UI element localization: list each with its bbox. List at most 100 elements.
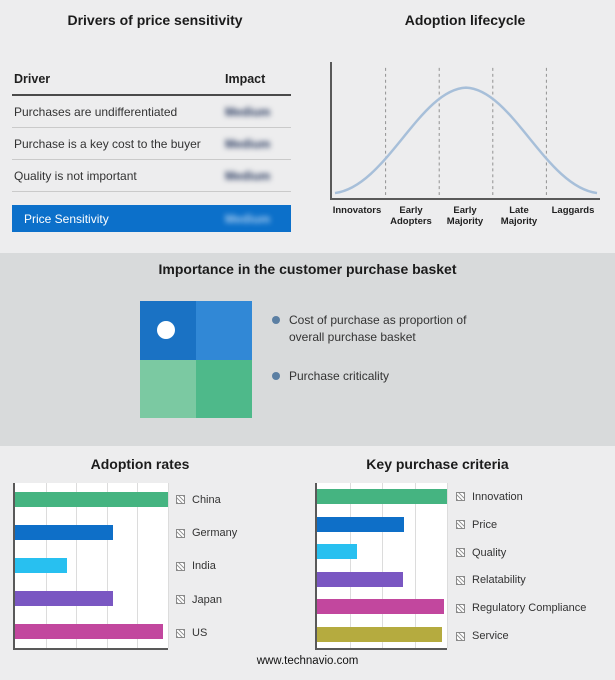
bar-slot <box>317 544 447 560</box>
legend-item-germany: Germany <box>176 527 296 539</box>
gridline <box>349 483 351 648</box>
adoption-lifecycle-chart <box>330 62 600 200</box>
bar-relatability <box>317 571 403 587</box>
stage-label: Innovators <box>332 205 382 216</box>
legend-label: Quality <box>472 546 507 559</box>
gridline <box>76 483 78 648</box>
bullet-text: Cost of purchase as proportion of overal… <box>289 313 467 345</box>
stage-label: Late Majority <box>500 205 538 228</box>
hatched-swatch-icon <box>176 595 185 605</box>
lifecycle-curve-svg <box>334 67 598 198</box>
bar-us <box>15 624 164 639</box>
table-row: Quality is not important Medium <box>12 160 291 192</box>
driver-text: Quality is not important <box>14 168 137 183</box>
gridline <box>106 483 108 648</box>
table-row: Purchases are undifferentiated Medium <box>12 96 291 128</box>
bar-price <box>317 516 405 532</box>
quadrant-cell-1 <box>196 301 252 360</box>
column-impact: Impact <box>225 72 266 86</box>
drivers-table: Driver Impact Purchases are undifferenti… <box>12 66 291 232</box>
bullet-item: Cost of purchase as proportion of overal… <box>272 312 482 347</box>
basket-title: Importance in the customer purchase bask… <box>158 261 457 277</box>
legend-item-innovation: Innovation <box>456 491 614 503</box>
legend-item-relatability: Relatability <box>456 574 614 586</box>
legend-label: US <box>192 627 208 640</box>
adoption-rates-chart <box>13 483 169 650</box>
stage-separator-lines <box>385 67 547 198</box>
gridline <box>414 483 416 648</box>
legend-label: China <box>192 493 221 506</box>
bar-slot <box>15 525 168 540</box>
lifecycle-title: Adoption lifecycle <box>404 12 526 28</box>
hatched-swatch-icon <box>456 603 465 613</box>
hatched-swatch-icon <box>176 528 185 538</box>
hatched-swatch-icon <box>176 628 185 638</box>
purchase-basket-quadrant <box>140 301 252 418</box>
bar-quality <box>317 544 358 560</box>
stage-label: Early Adopters <box>390 205 432 228</box>
footer-url: www.technavio.com <box>256 655 359 667</box>
legend-label: Relatability <box>472 574 526 587</box>
bar-service <box>317 626 442 642</box>
bar-china <box>15 492 168 507</box>
gridline <box>447 483 448 648</box>
table-row: Purchase is a key cost to the buyer Medi… <box>12 128 291 160</box>
bullet-text: Purchase criticality <box>289 368 390 383</box>
hatched-swatch-icon <box>456 520 465 530</box>
legend-item-price: Price <box>456 519 614 531</box>
bar-slot <box>317 599 447 615</box>
key-purchase-criteria-chart <box>315 483 448 650</box>
bar-india <box>15 558 68 573</box>
legend-item-regulatory-compliance: Regulatory Compliance <box>456 602 614 614</box>
driver-text: Purchase is a key cost to the buyer <box>14 136 201 151</box>
legend-item-service: Service <box>456 630 614 642</box>
impact-value-blurred: Medium <box>225 211 271 226</box>
impact-value-blurred: Medium <box>225 168 271 183</box>
legend-item-us: US <box>176 627 296 639</box>
bar-japan <box>15 591 113 606</box>
bar-slot <box>15 492 168 507</box>
gridline <box>137 483 139 648</box>
hatched-swatch-icon <box>176 495 185 505</box>
bar-slot <box>15 624 168 639</box>
hatched-swatch-icon <box>456 631 465 641</box>
price-sensitivity-row: Price Sensitivity Medium <box>12 205 291 232</box>
purchase-criteria-title: Key purchase criteria <box>366 456 509 472</box>
legend-label: Japan <box>192 593 222 606</box>
bar-slot <box>15 558 168 573</box>
bullet-icon <box>272 316 280 324</box>
legend-label: Service <box>472 630 509 643</box>
bar-slot <box>317 516 447 532</box>
legend-item-quality: Quality <box>456 547 614 559</box>
bar-slot <box>317 571 447 587</box>
stage-label: Laggards <box>551 205 595 216</box>
drivers-title: Drivers of price sensitivity <box>67 12 243 28</box>
hatched-swatch-icon <box>176 561 185 571</box>
quadrant-cell-2 <box>140 359 196 418</box>
legend-item-china: China <box>176 494 296 506</box>
middle-band-background <box>0 253 615 446</box>
price-sensitivity-label: Price Sensitivity <box>24 211 109 226</box>
position-dot-icon <box>157 321 175 339</box>
legend-label: Germany <box>192 527 238 540</box>
bar-slot <box>317 489 447 505</box>
hatched-swatch-icon <box>456 548 465 558</box>
hatched-swatch-icon <box>456 575 465 585</box>
lifecycle-stage-labels: Innovators Early Adopters Early Majority La… <box>330 205 600 228</box>
legend-label: India <box>192 560 216 573</box>
bar-slot <box>15 591 168 606</box>
bar-slot <box>317 626 447 642</box>
bell-curve-path <box>334 86 598 195</box>
stage-label: Early Majority <box>446 205 484 228</box>
gridline <box>168 483 169 648</box>
driver-text: Purchases are undifferentiated <box>14 104 178 119</box>
adoption-rates-title: Adoption rates <box>90 456 190 472</box>
impact-value-blurred: Medium <box>225 136 271 151</box>
drivers-table-header: Driver Impact <box>12 66 291 96</box>
bar-regulatory-compliance <box>317 599 445 615</box>
legend-item-japan: Japan <box>176 594 296 606</box>
basket-bullets: Cost of purchase as proportion of overal… <box>272 312 482 406</box>
adoption-rates-legend: China Germany India Japan US <box>176 483 296 650</box>
legend-item-india: India <box>176 560 296 572</box>
